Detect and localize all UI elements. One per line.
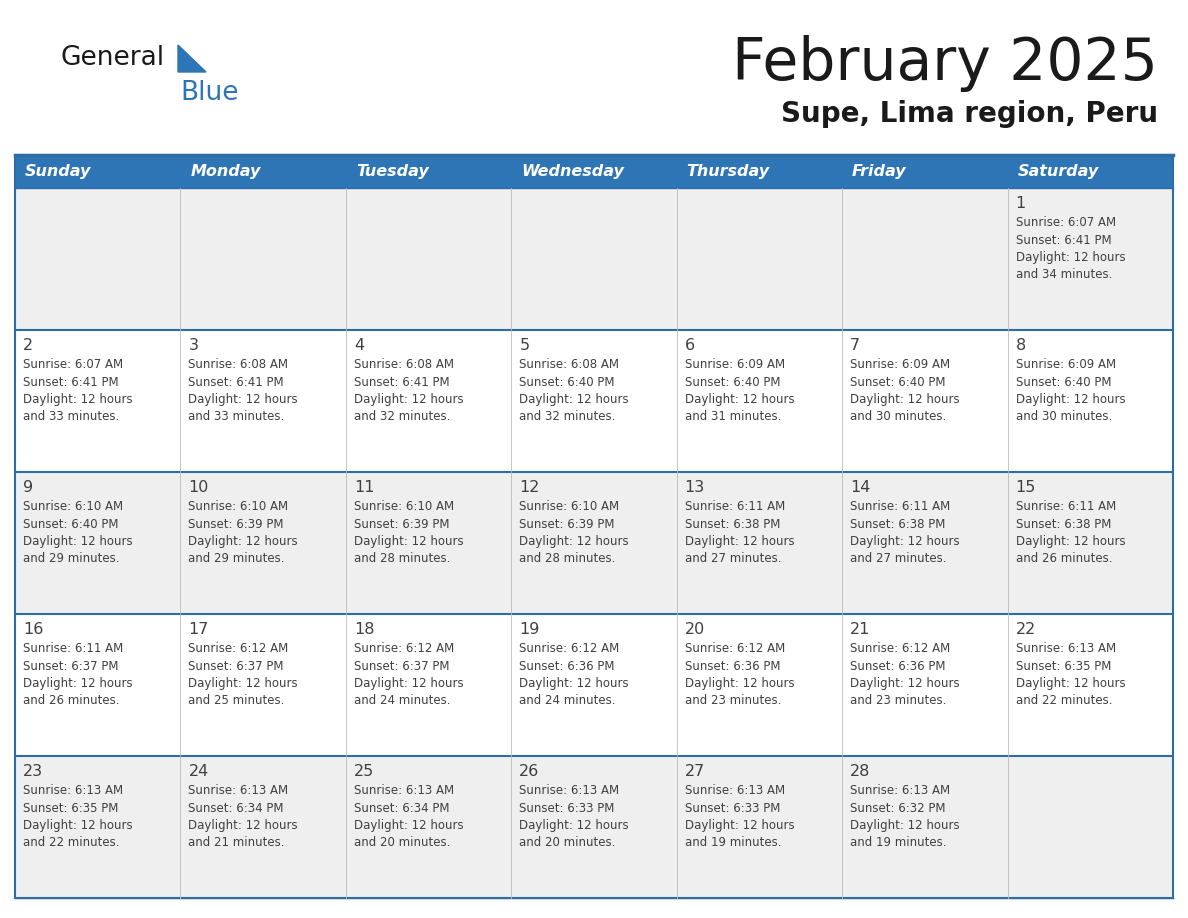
Text: 23: 23 bbox=[23, 764, 43, 779]
Text: Sunrise: 6:08 AM
Sunset: 6:40 PM
Daylight: 12 hours
and 32 minutes.: Sunrise: 6:08 AM Sunset: 6:40 PM Dayligh… bbox=[519, 358, 628, 423]
Text: Sunrise: 6:12 AM
Sunset: 6:36 PM
Daylight: 12 hours
and 23 minutes.: Sunrise: 6:12 AM Sunset: 6:36 PM Dayligh… bbox=[684, 642, 795, 708]
Text: 2: 2 bbox=[23, 338, 33, 353]
Text: Sunrise: 6:11 AM
Sunset: 6:38 PM
Daylight: 12 hours
and 26 minutes.: Sunrise: 6:11 AM Sunset: 6:38 PM Dayligh… bbox=[1016, 500, 1125, 565]
Text: Sunrise: 6:11 AM
Sunset: 6:38 PM
Daylight: 12 hours
and 27 minutes.: Sunrise: 6:11 AM Sunset: 6:38 PM Dayligh… bbox=[684, 500, 795, 565]
Text: 28: 28 bbox=[851, 764, 871, 779]
Text: 18: 18 bbox=[354, 622, 374, 637]
Text: Sunrise: 6:12 AM
Sunset: 6:36 PM
Daylight: 12 hours
and 23 minutes.: Sunrise: 6:12 AM Sunset: 6:36 PM Dayligh… bbox=[851, 642, 960, 708]
Text: Sunrise: 6:13 AM
Sunset: 6:32 PM
Daylight: 12 hours
and 19 minutes.: Sunrise: 6:13 AM Sunset: 6:32 PM Dayligh… bbox=[851, 784, 960, 849]
Text: 26: 26 bbox=[519, 764, 539, 779]
Text: Sunrise: 6:12 AM
Sunset: 6:36 PM
Daylight: 12 hours
and 24 minutes.: Sunrise: 6:12 AM Sunset: 6:36 PM Dayligh… bbox=[519, 642, 628, 708]
Text: Sunrise: 6:10 AM
Sunset: 6:40 PM
Daylight: 12 hours
and 29 minutes.: Sunrise: 6:10 AM Sunset: 6:40 PM Dayligh… bbox=[23, 500, 133, 565]
Text: Tuesday: Tuesday bbox=[356, 164, 429, 179]
Text: 22: 22 bbox=[1016, 622, 1036, 637]
Text: Sunrise: 6:11 AM
Sunset: 6:38 PM
Daylight: 12 hours
and 27 minutes.: Sunrise: 6:11 AM Sunset: 6:38 PM Dayligh… bbox=[851, 500, 960, 565]
Text: General: General bbox=[61, 45, 164, 71]
Text: 27: 27 bbox=[684, 764, 704, 779]
Text: Sunrise: 6:12 AM
Sunset: 6:37 PM
Daylight: 12 hours
and 25 minutes.: Sunrise: 6:12 AM Sunset: 6:37 PM Dayligh… bbox=[189, 642, 298, 708]
Bar bbox=[15, 155, 1173, 898]
Text: Sunrise: 6:08 AM
Sunset: 6:41 PM
Daylight: 12 hours
and 32 minutes.: Sunrise: 6:08 AM Sunset: 6:41 PM Dayligh… bbox=[354, 358, 463, 423]
Text: 10: 10 bbox=[189, 480, 209, 495]
Text: Sunrise: 6:07 AM
Sunset: 6:41 PM
Daylight: 12 hours
and 33 minutes.: Sunrise: 6:07 AM Sunset: 6:41 PM Dayligh… bbox=[23, 358, 133, 423]
Bar bbox=[15, 614, 1173, 756]
Text: 3: 3 bbox=[189, 338, 198, 353]
Text: Sunrise: 6:10 AM
Sunset: 6:39 PM
Daylight: 12 hours
and 28 minutes.: Sunrise: 6:10 AM Sunset: 6:39 PM Dayligh… bbox=[519, 500, 628, 565]
Text: Sunday: Sunday bbox=[25, 164, 91, 179]
Text: February 2025: February 2025 bbox=[732, 35, 1158, 92]
Text: Sunrise: 6:13 AM
Sunset: 6:35 PM
Daylight: 12 hours
and 22 minutes.: Sunrise: 6:13 AM Sunset: 6:35 PM Dayligh… bbox=[23, 784, 133, 849]
Text: 25: 25 bbox=[354, 764, 374, 779]
Text: Saturday: Saturday bbox=[1018, 164, 1099, 179]
Text: Monday: Monday bbox=[190, 164, 261, 179]
Text: Sunrise: 6:08 AM
Sunset: 6:41 PM
Daylight: 12 hours
and 33 minutes.: Sunrise: 6:08 AM Sunset: 6:41 PM Dayligh… bbox=[189, 358, 298, 423]
Text: Sunrise: 6:09 AM
Sunset: 6:40 PM
Daylight: 12 hours
and 30 minutes.: Sunrise: 6:09 AM Sunset: 6:40 PM Dayligh… bbox=[1016, 358, 1125, 423]
Text: Sunrise: 6:10 AM
Sunset: 6:39 PM
Daylight: 12 hours
and 29 minutes.: Sunrise: 6:10 AM Sunset: 6:39 PM Dayligh… bbox=[189, 500, 298, 565]
Text: Sunrise: 6:12 AM
Sunset: 6:37 PM
Daylight: 12 hours
and 24 minutes.: Sunrise: 6:12 AM Sunset: 6:37 PM Dayligh… bbox=[354, 642, 463, 708]
Text: 12: 12 bbox=[519, 480, 539, 495]
Bar bbox=[15, 472, 1173, 614]
Text: Wednesday: Wednesday bbox=[522, 164, 624, 179]
Text: Friday: Friday bbox=[852, 164, 906, 179]
Bar bbox=[15, 188, 1173, 330]
Text: Sunrise: 6:13 AM
Sunset: 6:33 PM
Daylight: 12 hours
and 19 minutes.: Sunrise: 6:13 AM Sunset: 6:33 PM Dayligh… bbox=[684, 784, 795, 849]
Text: 1: 1 bbox=[1016, 196, 1025, 211]
Text: 7: 7 bbox=[851, 338, 860, 353]
Text: 24: 24 bbox=[189, 764, 209, 779]
Text: 15: 15 bbox=[1016, 480, 1036, 495]
Bar bbox=[15, 756, 1173, 898]
Text: 13: 13 bbox=[684, 480, 704, 495]
Text: 6: 6 bbox=[684, 338, 695, 353]
Text: 4: 4 bbox=[354, 338, 364, 353]
Text: 9: 9 bbox=[23, 480, 33, 495]
Bar bbox=[15, 330, 1173, 472]
Text: Sunrise: 6:07 AM
Sunset: 6:41 PM
Daylight: 12 hours
and 34 minutes.: Sunrise: 6:07 AM Sunset: 6:41 PM Dayligh… bbox=[1016, 216, 1125, 282]
Text: 19: 19 bbox=[519, 622, 539, 637]
Text: 17: 17 bbox=[189, 622, 209, 637]
Text: 20: 20 bbox=[684, 622, 704, 637]
Text: 5: 5 bbox=[519, 338, 530, 353]
Text: Sunrise: 6:09 AM
Sunset: 6:40 PM
Daylight: 12 hours
and 31 minutes.: Sunrise: 6:09 AM Sunset: 6:40 PM Dayligh… bbox=[684, 358, 795, 423]
Text: Sunrise: 6:13 AM
Sunset: 6:35 PM
Daylight: 12 hours
and 22 minutes.: Sunrise: 6:13 AM Sunset: 6:35 PM Dayligh… bbox=[1016, 642, 1125, 708]
Text: Sunrise: 6:11 AM
Sunset: 6:37 PM
Daylight: 12 hours
and 26 minutes.: Sunrise: 6:11 AM Sunset: 6:37 PM Dayligh… bbox=[23, 642, 133, 708]
Polygon shape bbox=[178, 45, 206, 72]
Text: Sunrise: 6:09 AM
Sunset: 6:40 PM
Daylight: 12 hours
and 30 minutes.: Sunrise: 6:09 AM Sunset: 6:40 PM Dayligh… bbox=[851, 358, 960, 423]
Text: Supe, Lima region, Peru: Supe, Lima region, Peru bbox=[781, 100, 1158, 128]
Text: Thursday: Thursday bbox=[687, 164, 770, 179]
Text: 16: 16 bbox=[23, 622, 44, 637]
Text: Sunrise: 6:13 AM
Sunset: 6:34 PM
Daylight: 12 hours
and 20 minutes.: Sunrise: 6:13 AM Sunset: 6:34 PM Dayligh… bbox=[354, 784, 463, 849]
Text: Sunrise: 6:10 AM
Sunset: 6:39 PM
Daylight: 12 hours
and 28 minutes.: Sunrise: 6:10 AM Sunset: 6:39 PM Dayligh… bbox=[354, 500, 463, 565]
Text: Sunrise: 6:13 AM
Sunset: 6:33 PM
Daylight: 12 hours
and 20 minutes.: Sunrise: 6:13 AM Sunset: 6:33 PM Dayligh… bbox=[519, 784, 628, 849]
Text: Sunrise: 6:13 AM
Sunset: 6:34 PM
Daylight: 12 hours
and 21 minutes.: Sunrise: 6:13 AM Sunset: 6:34 PM Dayligh… bbox=[189, 784, 298, 849]
Text: 11: 11 bbox=[354, 480, 374, 495]
Text: 14: 14 bbox=[851, 480, 871, 495]
Text: 21: 21 bbox=[851, 622, 871, 637]
Text: 8: 8 bbox=[1016, 338, 1025, 353]
Bar bbox=[15, 155, 1173, 188]
Text: Blue: Blue bbox=[181, 80, 239, 106]
